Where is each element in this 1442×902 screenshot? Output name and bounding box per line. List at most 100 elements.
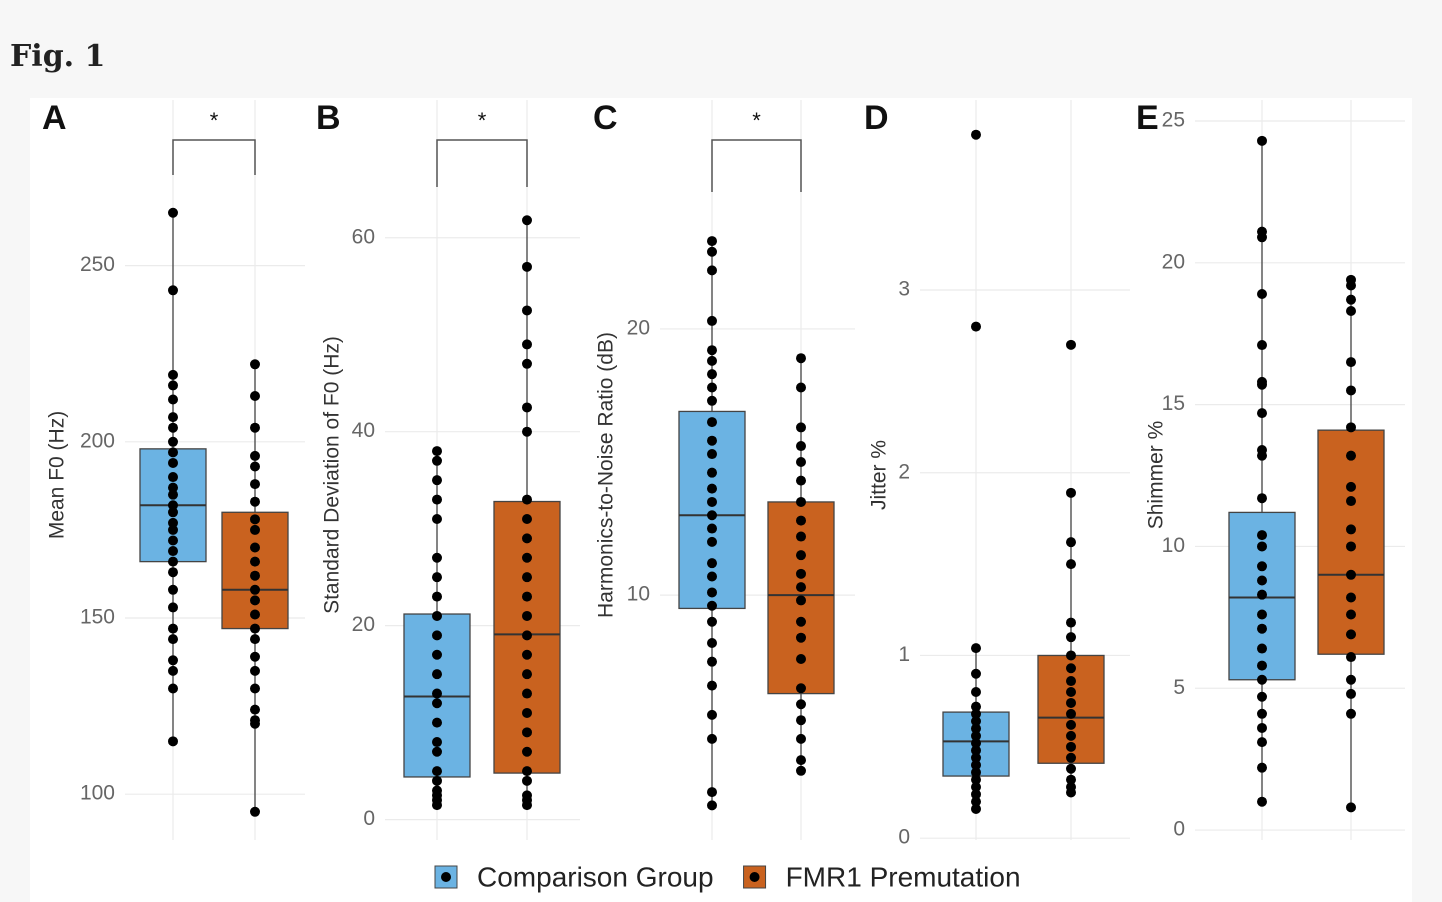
data-point <box>707 616 717 627</box>
data-point <box>796 595 806 606</box>
data-point <box>1346 609 1356 620</box>
data-point <box>1257 232 1267 243</box>
y-tick-label: 5 <box>1173 676 1185 699</box>
data-point <box>1257 737 1267 748</box>
data-point <box>168 535 178 546</box>
data-point <box>1066 697 1076 708</box>
data-point <box>1066 687 1076 697</box>
significance-bracket <box>172 139 256 175</box>
data-point <box>522 727 532 738</box>
data-point <box>707 467 717 478</box>
data-point <box>432 630 442 641</box>
data-point <box>168 472 178 483</box>
data-point <box>707 355 717 366</box>
legend-label: FMR1 Premutation <box>786 861 1021 892</box>
data-point <box>971 782 981 793</box>
data-point <box>796 531 806 542</box>
significance-bracket <box>711 139 802 192</box>
data-point <box>1066 708 1076 719</box>
significance-bracket <box>436 139 528 187</box>
data-point <box>522 669 532 680</box>
data-point <box>971 723 981 734</box>
data-point <box>1257 541 1267 552</box>
data-point <box>522 533 532 544</box>
data-point <box>796 568 806 579</box>
data-point <box>168 634 178 645</box>
data-point <box>707 787 717 798</box>
data-point <box>707 523 717 534</box>
data-point <box>250 595 260 606</box>
data-point <box>971 129 981 140</box>
data-point <box>522 339 532 350</box>
data-point <box>707 571 717 582</box>
y-tick-label: 15 <box>1162 392 1185 415</box>
data-point <box>168 394 178 405</box>
data-point <box>796 733 806 744</box>
data-point <box>250 609 260 620</box>
data-point <box>432 669 442 680</box>
figure-title: Fig. 1 <box>10 39 105 74</box>
data-point <box>250 524 260 535</box>
data-point <box>250 806 260 817</box>
data-point <box>168 546 178 557</box>
data-point <box>707 345 717 356</box>
data-point <box>250 461 260 472</box>
data-point <box>971 708 981 719</box>
data-point <box>971 321 981 332</box>
data-point <box>522 610 532 621</box>
data-point <box>1257 674 1267 685</box>
panel-letter: C <box>593 99 618 137</box>
data-point <box>707 656 717 667</box>
data-point <box>432 475 442 486</box>
data-point <box>1346 569 1356 580</box>
data-point <box>168 380 178 391</box>
data-point <box>522 766 532 777</box>
data-point <box>432 446 442 457</box>
data-point <box>168 524 178 535</box>
data-point <box>1346 357 1356 368</box>
data-point <box>168 500 178 511</box>
data-point <box>796 382 806 393</box>
data-point <box>1066 787 1076 798</box>
data-point <box>432 737 442 748</box>
data-point <box>522 775 532 786</box>
data-point <box>168 489 178 500</box>
data-point <box>1066 663 1076 674</box>
data-point <box>1066 676 1076 687</box>
data-point <box>796 550 806 561</box>
data-point <box>1257 609 1267 620</box>
data-point <box>250 422 260 433</box>
data-point <box>1257 589 1267 600</box>
data-point <box>432 494 442 505</box>
data-point <box>1346 280 1356 291</box>
data-point <box>432 717 442 728</box>
data-point <box>1346 422 1356 433</box>
data-point <box>1066 774 1076 785</box>
y-tick-label: 2 <box>898 460 910 483</box>
data-point <box>707 265 717 276</box>
data-point <box>1257 450 1267 461</box>
data-point <box>971 643 981 654</box>
data-point <box>707 435 717 446</box>
data-point <box>796 653 806 664</box>
data-point <box>707 246 717 257</box>
data-point <box>250 479 260 490</box>
data-point <box>250 704 260 715</box>
data-point <box>1346 524 1356 535</box>
data-point <box>707 315 717 326</box>
y-tick-label: 10 <box>1162 534 1185 557</box>
data-point <box>168 436 178 447</box>
data-point <box>707 638 717 649</box>
data-point <box>707 395 717 406</box>
data-point <box>168 665 178 676</box>
data-point <box>796 683 806 694</box>
panel-letter: B <box>316 99 341 137</box>
significance-label: * <box>478 108 487 133</box>
data-point <box>168 447 178 458</box>
data-point <box>1066 559 1076 570</box>
data-point <box>250 570 260 581</box>
data-point <box>1346 306 1356 317</box>
data-point <box>796 715 806 726</box>
data-point <box>707 587 717 598</box>
data-point <box>971 767 981 778</box>
